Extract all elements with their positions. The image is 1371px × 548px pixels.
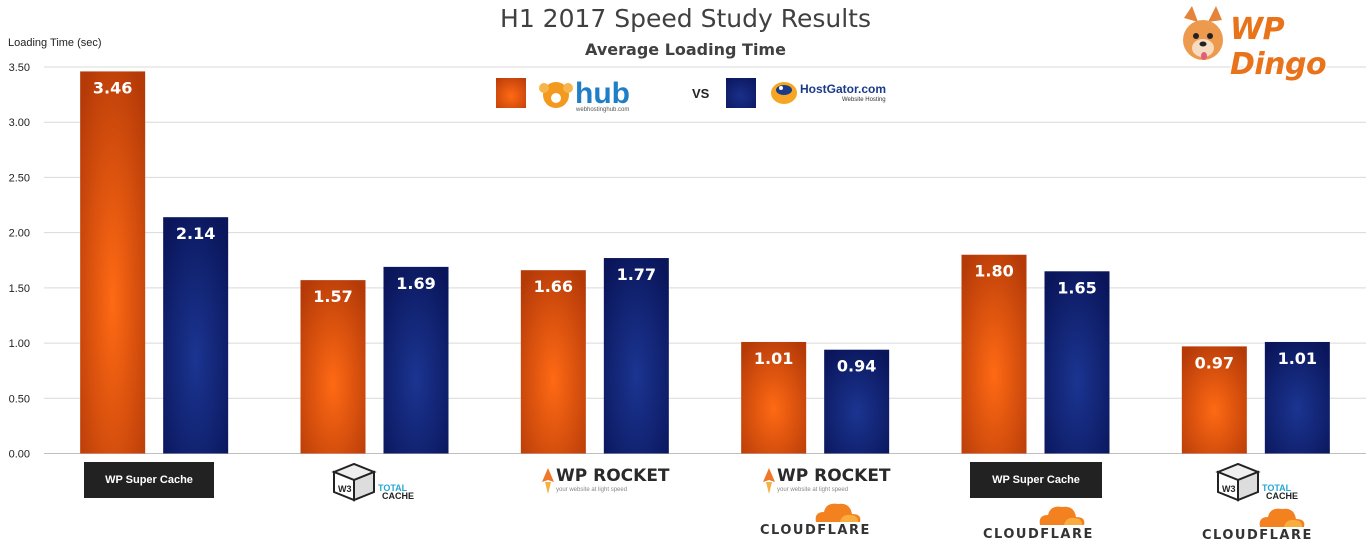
bar-value-label: 1.69	[396, 274, 435, 293]
hub-logo-icon	[539, 82, 573, 108]
bar-value-label: 1.01	[754, 349, 793, 368]
chart-title: H1 2017 Speed Study Results	[500, 4, 871, 33]
legend-hub-label: hub	[575, 77, 630, 110]
cloudflare-cloud-icon	[1259, 508, 1305, 527]
bar-hub	[520, 270, 586, 454]
legend-hostgator-label: HostGator.com	[800, 82, 887, 96]
y-tick-label: 3.00	[9, 117, 30, 129]
bar-hub	[741, 341, 807, 454]
y-tick-label: 2.50	[9, 172, 30, 184]
plugin-wp-rocket-tagline: your website at light speed	[556, 487, 628, 493]
dog-icon	[1183, 6, 1223, 60]
wp-dingo-logo: WP Dingo	[1178, 4, 1368, 82]
legend-hostgator-sublabel: Website Hosting	[842, 97, 886, 103]
y-tick-label: 0.50	[9, 393, 30, 405]
bar-value-label: 0.94	[837, 357, 876, 376]
bar-value-label: 0.97	[1195, 353, 1234, 372]
rocket-icon	[763, 468, 775, 494]
bar-value-label: 2.14	[176, 224, 215, 243]
bar-hostgator	[824, 349, 890, 454]
bar-value-label: 1.66	[534, 277, 573, 296]
y-tick-label: 3.50	[9, 62, 30, 74]
cdn-cloudflare-label: CLOUDFLARE	[983, 527, 1094, 542]
bar-hostgator	[603, 258, 669, 454]
plugin-wp-rocket: WP ROCKET	[556, 466, 670, 486]
legend-swatch-hub	[496, 78, 526, 108]
bar-hub	[1181, 346, 1247, 454]
bar-hostgator	[383, 266, 449, 454]
legend-swatch-hostgator	[726, 78, 756, 108]
plugin-w3-cache-label-cf: CACHE	[1266, 491, 1299, 501]
wp-dingo-logo-text: WP Dingo	[1230, 12, 1327, 82]
y-tick-label: 2.00	[9, 228, 30, 240]
bar-hostgator	[163, 217, 229, 454]
legend-vs-label: VS	[692, 86, 710, 101]
bar-value-label: 1.01	[1278, 349, 1317, 368]
plugin-wp-rocket-cf-tagline: your website at light speed	[777, 487, 849, 493]
y-axis-label: Loading Time (sec)	[8, 37, 102, 49]
plugin-w3-cache-label: CACHE	[382, 491, 415, 501]
legend-hub-sublabel: webhostinghub.com	[576, 107, 630, 113]
bar-value-label: 1.65	[1057, 278, 1096, 297]
plugin-wp-super-cache: WP Super Cache	[84, 462, 214, 498]
plugin-wp-super-cache-cf: WP Super Cache	[970, 462, 1102, 498]
w3-badge-text: W3	[1222, 484, 1236, 494]
gator-icon	[771, 82, 797, 104]
bar-value-label: 1.80	[974, 262, 1013, 281]
bar-hub	[300, 280, 366, 454]
chart-subtitle: Average Loading Time	[585, 40, 786, 59]
plugin-wp-rocket-cf: WP ROCKET	[777, 466, 891, 486]
cloudflare-cloud-icon	[815, 503, 861, 522]
bar-hub	[80, 71, 146, 454]
cloudflare-cloud-icon	[1039, 506, 1085, 525]
bar-hub	[961, 254, 1027, 454]
bar-value-label: 1.57	[313, 287, 352, 306]
bar-value-label: 3.46	[93, 78, 132, 97]
bar-hostgator	[1264, 341, 1330, 454]
plugin-w3-total-label-cf: TOTAL	[1262, 483, 1292, 493]
y-tick-label: 1.00	[9, 338, 30, 350]
y-tick-label: 1.50	[9, 283, 30, 295]
w3-total-cache-icon: W3	[1215, 462, 1261, 502]
y-tick-label: 0.00	[9, 449, 30, 461]
cdn-cloudflare-label: CLOUDFLARE	[1202, 528, 1313, 543]
bar-hostgator	[1044, 271, 1110, 454]
w3-badge-text: W3	[338, 484, 352, 494]
bar-value-label: 1.77	[617, 265, 656, 284]
w3-total-cache-icon: W3	[331, 462, 377, 502]
cdn-cloudflare-label: CLOUDFLARE	[760, 523, 871, 538]
rocket-icon	[542, 468, 554, 494]
plugin-w3-total-label: TOTAL	[378, 483, 408, 493]
